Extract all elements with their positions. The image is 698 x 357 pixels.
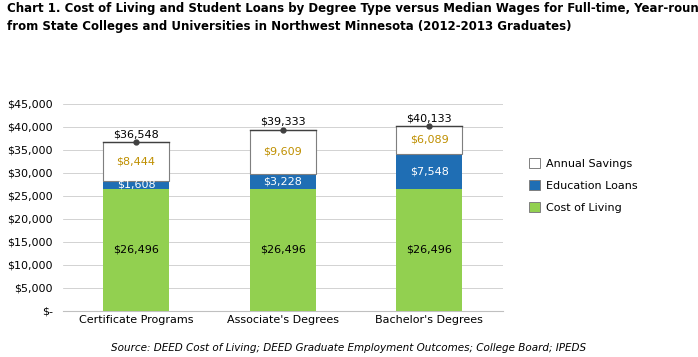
Text: $26,496: $26,496 bbox=[406, 245, 452, 255]
Text: $6,089: $6,089 bbox=[410, 135, 449, 145]
Bar bbox=[103, 181, 169, 188]
Text: from State Colleges and Universities in Northwest Minnesota (2012-2013 Graduates: from State Colleges and Universities in … bbox=[7, 20, 572, 32]
Bar bbox=[396, 154, 462, 188]
Text: $3,228: $3,228 bbox=[263, 176, 302, 186]
Bar bbox=[103, 188, 169, 311]
Bar bbox=[250, 174, 315, 188]
Text: $8,444: $8,444 bbox=[117, 157, 156, 167]
Text: $7,548: $7,548 bbox=[410, 166, 449, 176]
Text: $40,133: $40,133 bbox=[406, 113, 452, 123]
Text: $1,608: $1,608 bbox=[117, 180, 156, 190]
Text: $26,496: $26,496 bbox=[113, 245, 159, 255]
Text: $39,333: $39,333 bbox=[260, 117, 306, 127]
Text: $26,496: $26,496 bbox=[260, 245, 306, 255]
Text: Chart 1. Cost of Living and Student Loans by Degree Type versus Median Wages for: Chart 1. Cost of Living and Student Loan… bbox=[7, 2, 698, 15]
Text: $36,548: $36,548 bbox=[113, 130, 159, 140]
Bar bbox=[103, 142, 169, 181]
Bar bbox=[396, 188, 462, 311]
Bar bbox=[250, 188, 315, 311]
Bar bbox=[396, 126, 462, 154]
Text: $9,609: $9,609 bbox=[263, 147, 302, 157]
Bar bbox=[250, 130, 315, 174]
Text: Source: DEED Cost of Living; DEED Graduate Employment Outcomes; College Board; I: Source: DEED Cost of Living; DEED Gradua… bbox=[112, 343, 586, 353]
Legend: Annual Savings, Education Loans, Cost of Living: Annual Savings, Education Loans, Cost of… bbox=[526, 155, 641, 216]
